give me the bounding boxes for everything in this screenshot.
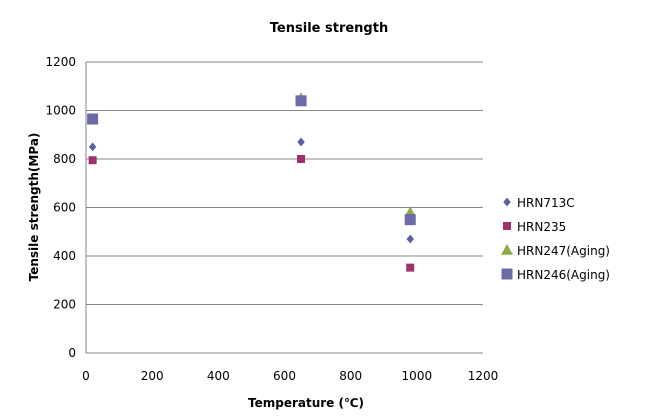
legend-marker <box>501 244 513 255</box>
data-points <box>86 92 417 272</box>
data-point <box>87 113 99 125</box>
legend: HRN713C HRN235 HRN247(Aging) HRN246(Aging) <box>501 196 610 282</box>
data-point <box>295 95 307 107</box>
data-point <box>297 137 305 147</box>
axes-layer <box>85 62 483 354</box>
y-tick-label: 600 <box>53 201 76 215</box>
x-tick-label: 400 <box>207 369 230 383</box>
data-point <box>88 142 97 152</box>
y-tick-label: 200 <box>53 298 76 312</box>
y-tick-label: 1000 <box>45 104 76 118</box>
y-tick-labels: 0 200 400 600 800 1000 1200 <box>45 55 76 360</box>
chart-title: Tensile strength <box>270 21 388 36</box>
grid-layer <box>86 61 483 305</box>
legend-label: HRN235 <box>517 220 566 234</box>
data-point <box>404 214 416 226</box>
y-tick-label: 800 <box>53 152 76 166</box>
x-tick-label: 1000 <box>402 369 433 383</box>
x-tick-label: 600 <box>273 369 296 383</box>
data-point <box>297 155 306 163</box>
y-tick-label: 0 <box>68 346 76 360</box>
y-tick-label: 400 <box>53 249 76 263</box>
data-point <box>406 234 414 244</box>
legend-marker <box>503 197 511 207</box>
x-tick-label: 800 <box>339 369 362 383</box>
legend-label: HRN246(Aging) <box>517 268 610 282</box>
data-point <box>406 263 415 272</box>
x-tick-labels: 0 200 400 600 800 1000 1200 <box>82 369 498 383</box>
legend-label: HRN247(Aging) <box>517 244 610 258</box>
y-axis-title: Tensile strength(MPa) <box>27 133 41 282</box>
x-axis-title: Temperature (℃) <box>248 396 364 410</box>
x-tick-label: 200 <box>141 369 164 383</box>
legend-marker <box>501 268 513 280</box>
legend-label: HRN713C <box>517 196 575 210</box>
y-tick-label: 1200 <box>45 55 76 69</box>
data-point <box>88 156 97 165</box>
legend-marker <box>503 222 511 230</box>
x-tick-label: 1200 <box>468 369 499 383</box>
x-tick-label: 0 <box>82 369 90 383</box>
